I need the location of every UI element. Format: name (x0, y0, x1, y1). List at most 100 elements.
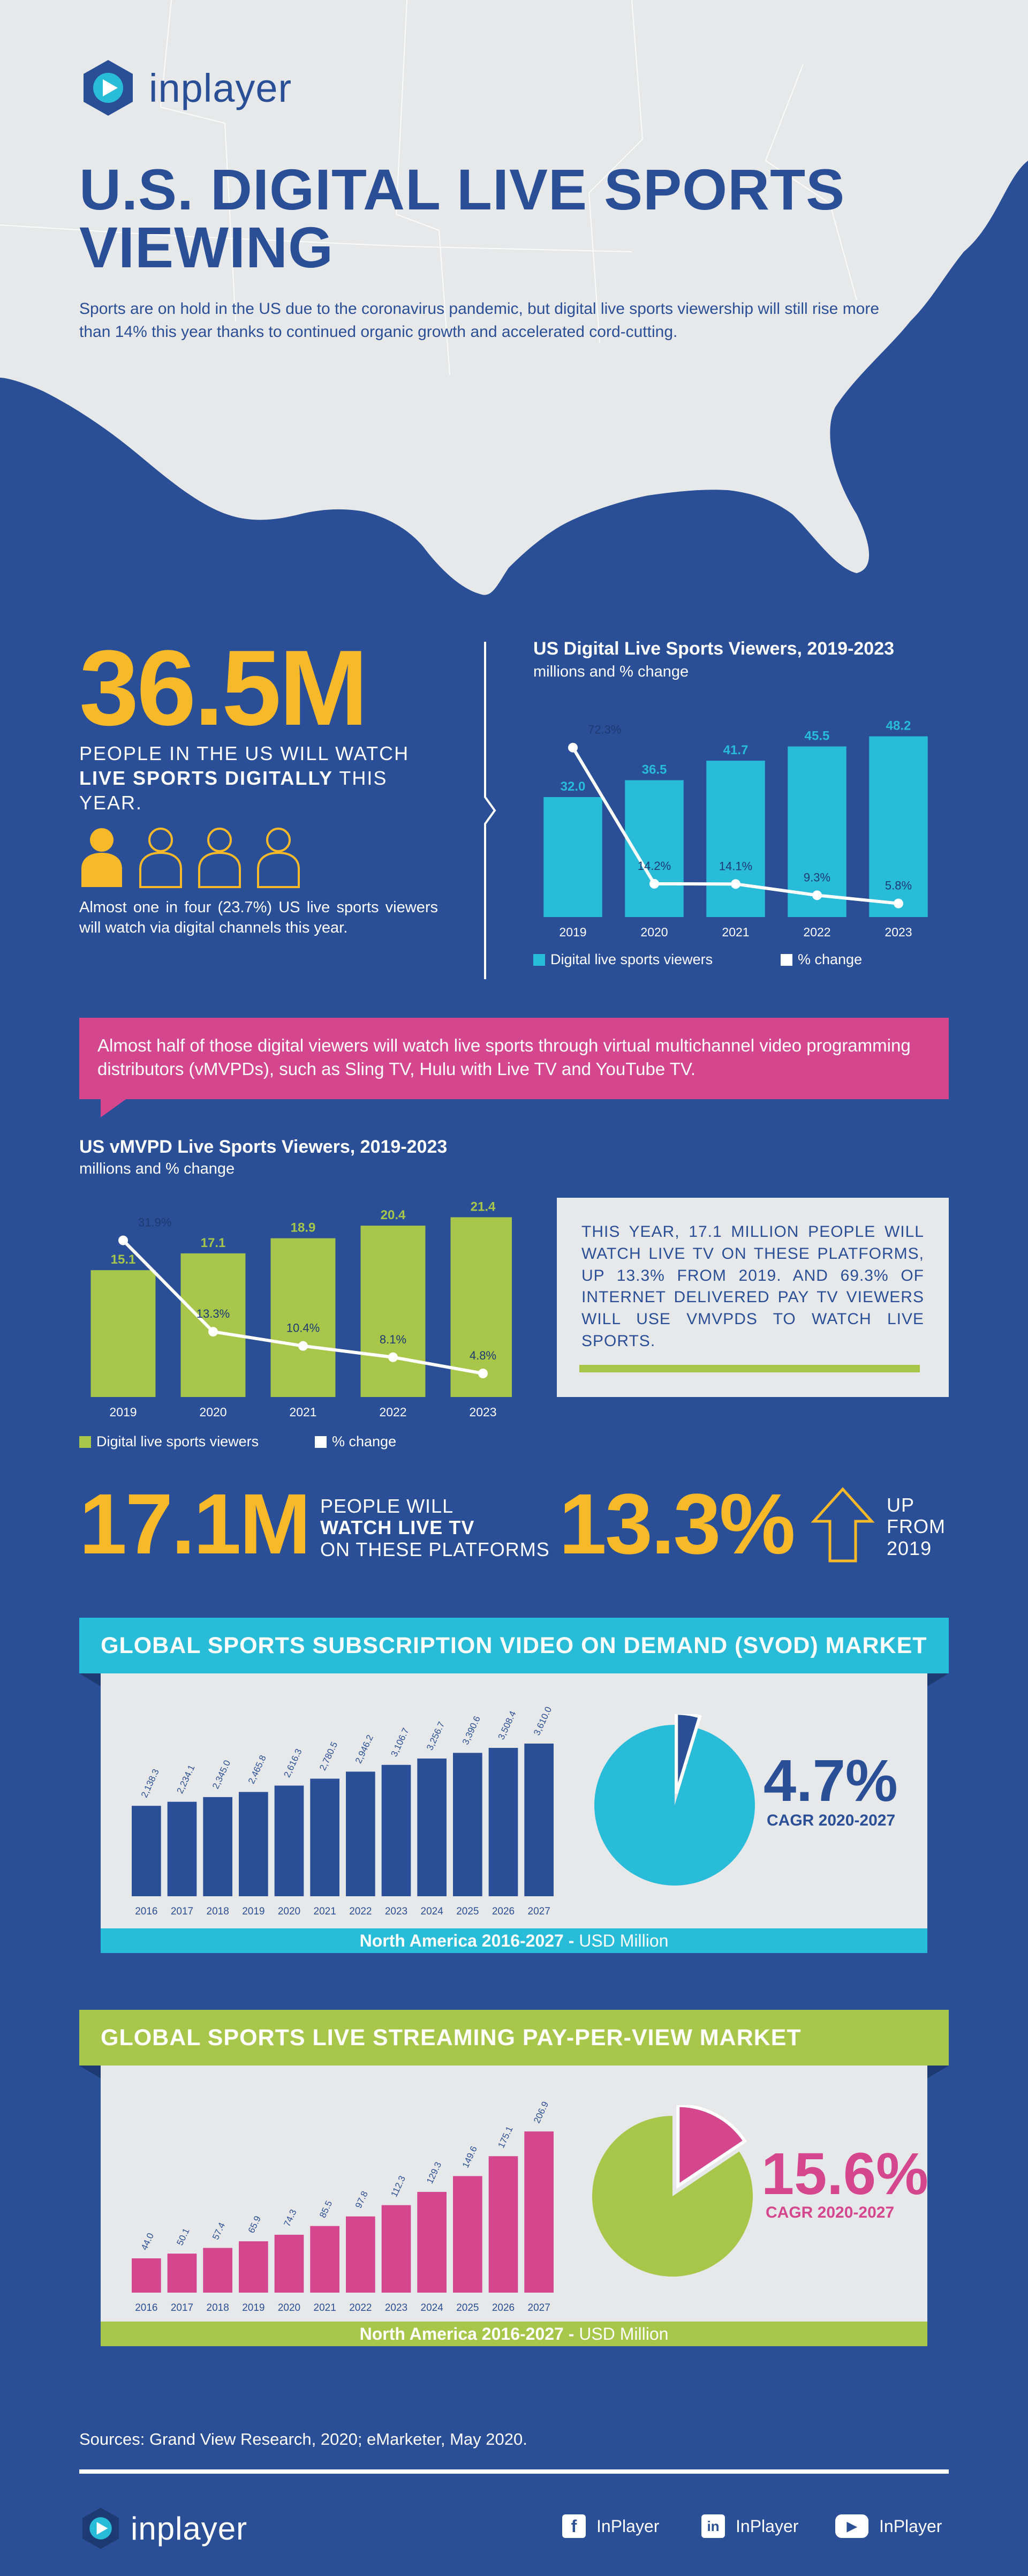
market-bar (167, 2254, 197, 2293)
legend-label: % change (332, 1433, 397, 1450)
x-tick-label: 2020 (278, 2302, 300, 2314)
stat2-line1: PEOPLE WILL (320, 1495, 454, 1517)
social-linkedin[interactable]: in InPlayer (701, 2514, 798, 2538)
chart1-legend-line: % change (781, 951, 862, 968)
viewers-stat: 36.5M (79, 628, 368, 748)
social-facebook[interactable]: f InPlayer (562, 2514, 659, 2538)
x-tick-label: 2020 (199, 1405, 226, 1419)
social-youtube[interactable]: ▶ InPlayer (835, 2514, 942, 2538)
market-bar (239, 1792, 268, 1896)
pct-change-label: 14.1% (719, 859, 752, 873)
market-bar (310, 2226, 339, 2293)
stat2-line3: ON THESE PLATFORMS (320, 1538, 550, 1560)
chart-bar (543, 797, 602, 917)
bar-value-label: 2,616.3 (282, 1747, 304, 1779)
stat2-bold: WATCH LIVE TV (320, 1516, 475, 1539)
pct-change-point (649, 878, 659, 889)
svod-footer-rest: USD Million (579, 1931, 669, 1950)
pie-slice-highlight (675, 1714, 702, 1794)
pct-change-label: 4.8% (470, 1349, 496, 1362)
social-label: InPlayer (596, 2516, 660, 2536)
market-bar (132, 1806, 161, 1896)
bar-value-label: 2,234.1 (175, 1763, 196, 1795)
pie-slice-main (594, 1725, 755, 1886)
x-tick-label: 2027 (528, 1906, 550, 1917)
x-tick-label: 2019 (242, 1906, 264, 1917)
bar-value-label: 44.0 (139, 2232, 156, 2252)
pct-change-label: 13.3% (196, 1307, 230, 1320)
bar-value-label: 2,465.8 (246, 1754, 268, 1785)
bar-value-label: 3,106.7 (389, 1726, 411, 1758)
market-bar (381, 2205, 411, 2293)
x-tick-label: 2022 (803, 925, 830, 939)
bar-value-label: 2,138.3 (139, 1767, 161, 1799)
bar-value-label: 48.2 (886, 719, 911, 733)
bar-value-label: 3,610.0 (532, 1705, 554, 1737)
market-bar (203, 2248, 232, 2293)
footer-rule (79, 2469, 949, 2474)
chart2-plot: 15.1 2019 17.1 2020 18.9 2021 20.4 2022 21.4 2023… (90, 1199, 512, 1419)
bar-value-label: 149.6 (460, 2145, 479, 2170)
youtube-icon: ▶ (835, 2514, 868, 2538)
bar-value-label: 3,390.6 (460, 1715, 482, 1746)
chart-bar (360, 1226, 426, 1397)
x-tick-label: 2021 (289, 1405, 316, 1419)
people-icons (81, 828, 300, 888)
svod-cagr: 4.7% (764, 1748, 898, 1814)
header-fold (79, 1673, 949, 1686)
x-tick-label: 2021 (314, 1906, 336, 1917)
market-bar (203, 1797, 232, 1896)
bar-value-label: 50.1 (175, 2227, 191, 2247)
vmvpd-banner: Almost half of those digital viewers wil… (79, 1018, 949, 1099)
people-caption: Almost one in four (23.7%) US live sport… (79, 899, 438, 936)
bar-value-label: 41.7 (723, 743, 749, 757)
bar-value-label: 45.5 (805, 729, 830, 743)
footer-logo[interactable]: inplayer (79, 2507, 247, 2550)
x-tick-label: 2016 (135, 1906, 157, 1917)
pct-change-point (298, 1341, 308, 1351)
social-label: InPlayer (736, 2516, 799, 2536)
x-tick-label: 2022 (349, 1906, 372, 1917)
x-tick-label: 2016 (135, 2302, 157, 2314)
x-tick-label: 2026 (492, 2302, 515, 2314)
pct-change-label: 8.1% (380, 1333, 406, 1346)
x-tick-label: 2020 (278, 1906, 300, 1917)
chart2-title: US vMVPD Live Sports Viewers, 2019-2023 (79, 1137, 448, 1157)
market-bar (239, 2241, 268, 2293)
market-bar (417, 2191, 447, 2293)
bar-value-label: 20.4 (381, 1208, 406, 1222)
chart1-plot: 32.0 2019 36.5 2020 41.7 2021 45.5 2022 48.2 2023… (543, 719, 928, 939)
svod-footer-bold: North America 2016-2027 - (359, 1931, 575, 1950)
brand-name: inplayer (149, 65, 292, 110)
bar-value-label: 129.3 (425, 2160, 443, 2186)
bar-value-label: 206.9 (532, 2100, 550, 2125)
bar-value-label: 18.9 (291, 1221, 316, 1235)
pct-change-point (118, 1235, 128, 1245)
pct-change-point (731, 879, 740, 889)
footer-brand-name: inplayer (131, 2510, 248, 2547)
bar-value-label: 32.0 (561, 779, 586, 794)
x-tick-label: 2020 (640, 925, 668, 939)
chart-bar (788, 746, 846, 917)
chart2-subtitle: millions and % change (79, 1160, 235, 1177)
x-tick-label: 2019 (559, 925, 586, 939)
up-line3: 2019 (887, 1537, 932, 1559)
person-icon (81, 828, 122, 887)
market-bar (310, 1778, 339, 1896)
x-tick-label: 2022 (349, 2302, 372, 2314)
pie-slice-highlight (676, 2105, 747, 2189)
brand-logo: inplayer (79, 59, 292, 117)
market-bar (488, 2156, 518, 2293)
market-bar (274, 2234, 304, 2293)
bar-value-label: 3,508.4 (496, 1709, 518, 1741)
growth-stat: 13.3% (559, 1476, 796, 1572)
linkedin-icon: in (701, 2514, 725, 2538)
ppv-cagr: 15.6% (761, 2141, 928, 2207)
bar-value-label: 57.4 (210, 2221, 227, 2241)
legend-label: Digital live sports viewers (96, 1433, 259, 1450)
bar-value-label: 112.3 (389, 2174, 407, 2198)
pct-change-label: 72.3% (588, 723, 621, 737)
svod-pie-chart (594, 1714, 755, 1886)
market-bar (453, 2176, 482, 2293)
header-fold (79, 2066, 949, 2078)
